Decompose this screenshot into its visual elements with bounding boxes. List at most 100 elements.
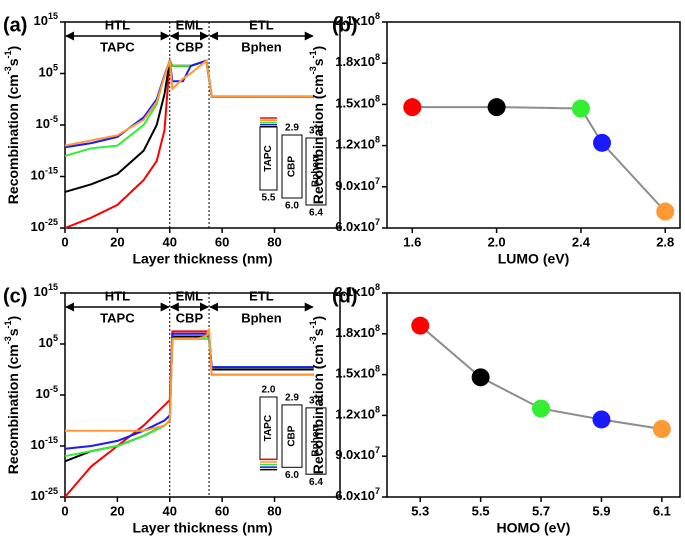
layer-material: CBP [176,39,204,54]
y-tick-label: 9.0x107 [335,446,380,463]
x-tick-label: 80 [267,234,281,249]
y-tick-label: 10-5 [36,114,58,131]
panel-label: (d) [332,285,358,307]
data-point [652,420,671,438]
panel-label: (c) [3,285,27,307]
x-tick-label: 40 [163,234,177,249]
data-point [571,99,590,118]
x-tick-label: 60 [215,503,229,518]
energy-lumo: 2.9 [285,123,299,134]
energy-material: Bphen [311,425,322,456]
x-axis-title: Layer thickness (nm) [132,520,272,536]
data-point [411,316,430,335]
y-axis-title: Recombination (cm-3s-1) [308,46,325,204]
energy-homo: 6.4 [309,477,323,488]
data-point [403,98,422,117]
energy-box [305,137,327,206]
layer-material: TAPC [100,39,135,54]
layer-name: HTL [105,288,130,303]
y-tick-label: 1.5x108 [335,94,380,111]
energy-homo: 5.5 [262,193,276,204]
energy-box [305,407,327,475]
y-tick-label: 1.2x108 [335,405,380,422]
y-tick-label: 1015 [34,11,58,28]
x-axis-title: Layer thickness (nm) [132,251,272,267]
x-tick-label: 80 [267,503,281,518]
energy-lumo: 2.9 [285,393,299,404]
panel-label: (a) [3,14,27,36]
x-tick-label: 0 [61,503,68,518]
y-tick-label: 6.0x107 [335,217,380,234]
y-tick-label: 6.0x107 [335,486,380,503]
x-tick-label: 20 [110,503,124,518]
data-point [592,410,611,429]
x-tick-label: 1.6 [403,234,421,249]
layer-name: EML [176,288,204,303]
x-tick-label: 2.8 [656,234,674,249]
energy-lumo: 2.0 [262,385,276,396]
plot-frame [386,21,681,229]
series-line [65,328,314,432]
energy-homo: 6.0 [285,470,299,481]
x-tick-label: 2.4 [572,234,591,249]
y-tick-label: 10-25 [31,486,58,503]
data-point [656,202,675,221]
x-tick-label: 5.5 [472,503,490,518]
energy-lumo: 3.0 [309,396,323,407]
x-tick-label: 20 [110,234,124,249]
x-tick-label: 5.9 [592,503,610,518]
data-point [471,368,490,387]
layer-material: Bphen [241,39,282,54]
y-tick-label: 1.8x108 [335,53,380,70]
x-tick-label: 40 [163,503,177,518]
x-tick-label: 0 [61,234,68,249]
y-tick-label: 105 [39,333,58,350]
y-axis-title: Recombination (cm-3s-1) [308,316,325,474]
data-point [532,399,551,418]
layer-material: TAPC [100,310,135,325]
y-axis-title: Recombination (cm-3s-1) [3,46,20,204]
energy-material: Bphen [311,156,322,187]
panel-label: (b) [332,14,358,36]
x-tick-label: 60 [215,234,229,249]
y-tick-label: 1.5x108 [335,364,380,381]
x-axis-title: LUMO (eV) [498,251,570,267]
layer-material: CBP [176,310,204,325]
energy-material: TAPC [263,415,274,441]
y-tick-label: 10-15 [31,435,58,452]
energy-material: CBP [287,156,298,177]
energy-homo: 6.0 [285,201,299,212]
series-line [64,58,314,147]
data-point [593,133,612,152]
energy-material: TAPC [263,145,274,171]
y-tick-label: 10-15 [31,166,58,183]
energy-box [281,404,303,468]
y-tick-label: 1015 [34,282,58,299]
layer-name: EML [176,17,204,32]
y-tick-label: 10-25 [31,217,58,234]
x-tick-label: 5.7 [532,503,550,518]
layer-material: Bphen [241,310,282,325]
y-tick-label: 105 [39,63,58,80]
y-axis-title: Recombination (cm-3s-1) [3,316,20,474]
y-tick-label: 9.0x107 [335,176,380,193]
x-axis-title: HOMO (eV) [497,520,571,536]
y-tick-label: 2.1x108 [335,11,380,28]
x-tick-label: 5.3 [411,503,429,518]
plot-frame [386,292,681,498]
x-tick-label: 2.0 [488,234,506,249]
data-point [487,98,506,117]
layer-name: ETL [249,288,274,303]
y-tick-label: 10-5 [36,384,58,401]
y-tick-label: 1.8x108 [335,323,380,340]
energy-homo: 6.4 [309,208,323,219]
layer-name: HTL [105,17,130,32]
energy-lumo: 3.0 [309,126,323,137]
layer-name: ETL [249,17,274,32]
connector-line [412,106,666,213]
energy-box [281,134,303,199]
energy-material: CBP [287,425,298,446]
y-tick-label: 1.2x108 [335,135,380,152]
y-tick-label: 2.1x108 [335,282,380,299]
